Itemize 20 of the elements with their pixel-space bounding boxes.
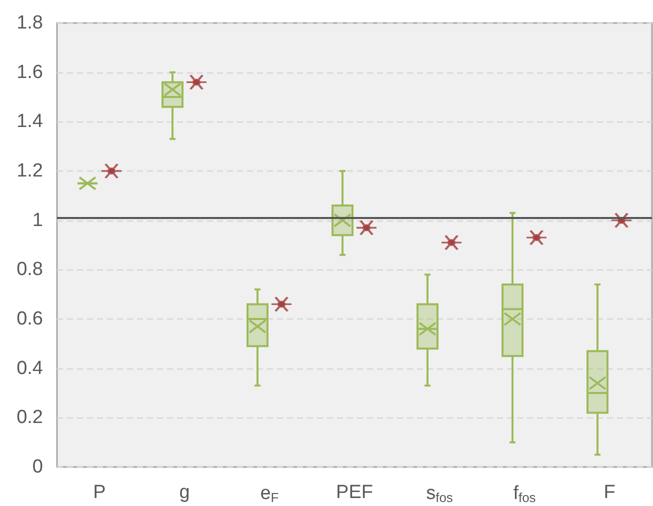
y-tick-label: 0.8 [16, 259, 43, 280]
y-tick-label: 0.4 [16, 358, 44, 379]
point [186, 74, 208, 90]
point [356, 220, 378, 236]
y-tick-label: 0.2 [16, 407, 43, 428]
point [526, 230, 548, 246]
point [440, 234, 462, 251]
y-tick-label: 1.6 [16, 62, 43, 83]
x-tick-label: g [179, 482, 190, 503]
y-tick-label: 0 [32, 456, 43, 478]
y-tick-label: 1 [32, 210, 43, 231]
point [100, 163, 122, 179]
x-tick-label: P [93, 482, 106, 503]
y-tick-label: 1.2 [16, 160, 43, 182]
y-tick-label: 1.4 [16, 111, 44, 132]
y-tick-label: 0.6 [16, 308, 43, 330]
x-tick-label: F [604, 482, 616, 503]
x-tick-label: PEF [336, 482, 373, 503]
point [270, 296, 292, 312]
y-tick-label: 1.8 [16, 12, 43, 34]
